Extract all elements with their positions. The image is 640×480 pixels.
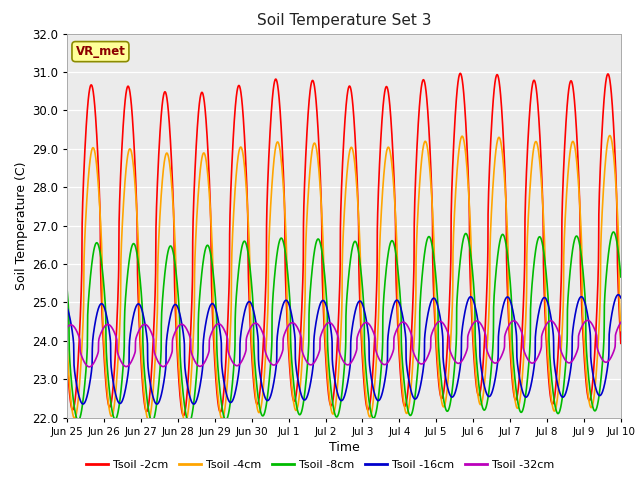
Legend: Tsoil -2cm, Tsoil -4cm, Tsoil -8cm, Tsoil -16cm, Tsoil -32cm: Tsoil -2cm, Tsoil -4cm, Tsoil -8cm, Tsoi…: [82, 456, 558, 474]
Tsoil -16cm: [127, 331, 134, 336]
Tsoil -16cm: [547, 312, 554, 318]
Tsoil -32cm: [276, 356, 284, 361]
Tsoil -32cm: [607, 356, 614, 361]
Y-axis label: Soil Temperature (C): Soil Temperature (C): [15, 161, 28, 290]
Tsoil -32cm: [63, 324, 71, 330]
Tsoil -16cm: [300, 397, 307, 403]
Tsoil -4cm: [617, 328, 625, 334]
Tsoil -2cm: [547, 396, 554, 401]
Tsoil -32cm: [127, 360, 134, 366]
Tsoil -4cm: [159, 168, 167, 174]
Title: Soil Temperature Set 3: Soil Temperature Set 3: [257, 13, 431, 28]
Tsoil -4cm: [607, 133, 614, 139]
Tsoil -16cm: [606, 323, 614, 328]
Tsoil -8cm: [63, 288, 71, 294]
Tsoil -16cm: [63, 305, 71, 311]
Tsoil -16cm: [276, 316, 284, 322]
Tsoil -32cm: [584, 317, 591, 323]
Tsoil -8cm: [276, 238, 284, 243]
Tsoil -8cm: [127, 250, 134, 256]
Tsoil -2cm: [617, 340, 625, 346]
Tsoil -8cm: [159, 288, 167, 294]
Line: Tsoil -4cm: Tsoil -4cm: [67, 135, 621, 423]
Tsoil -4cm: [300, 331, 307, 337]
X-axis label: Time: Time: [328, 441, 360, 454]
Tsoil -8cm: [617, 274, 625, 280]
Tsoil -2cm: [300, 211, 307, 216]
Tsoil -8cm: [609, 229, 617, 235]
Line: Tsoil -8cm: Tsoil -8cm: [67, 232, 621, 423]
Tsoil -8cm: [300, 398, 307, 404]
Tsoil -8cm: [185, 420, 193, 426]
Tsoil -4cm: [127, 146, 134, 152]
Tsoil -32cm: [547, 318, 554, 324]
Tsoil -4cm: [63, 345, 71, 351]
Tsoil -32cm: [300, 353, 307, 359]
Tsoil -2cm: [127, 92, 134, 98]
Tsoil -4cm: [276, 145, 284, 151]
Tsoil -16cm: [617, 295, 625, 300]
Tsoil -4cm: [547, 387, 554, 393]
Tsoil -16cm: [614, 292, 622, 298]
Line: Tsoil -32cm: Tsoil -32cm: [67, 320, 621, 367]
Tsoil -2cm: [607, 80, 614, 86]
Text: VR_met: VR_met: [76, 45, 125, 58]
Tsoil -4cm: [606, 132, 614, 138]
Tsoil -2cm: [276, 102, 284, 108]
Line: Tsoil -2cm: Tsoil -2cm: [67, 73, 621, 416]
Tsoil -2cm: [63, 358, 71, 363]
Tsoil -16cm: [159, 382, 167, 387]
Tsoil -32cm: [159, 364, 167, 370]
Line: Tsoil -16cm: Tsoil -16cm: [67, 295, 621, 404]
Tsoil -16cm: [153, 401, 161, 407]
Tsoil -8cm: [606, 239, 614, 245]
Tsoil -4cm: [182, 420, 189, 426]
Tsoil -8cm: [547, 362, 554, 368]
Tsoil -2cm: [159, 94, 167, 100]
Tsoil -32cm: [86, 364, 93, 370]
Tsoil -2cm: [456, 71, 464, 76]
Tsoil -32cm: [617, 320, 625, 325]
Tsoil -2cm: [180, 413, 188, 419]
